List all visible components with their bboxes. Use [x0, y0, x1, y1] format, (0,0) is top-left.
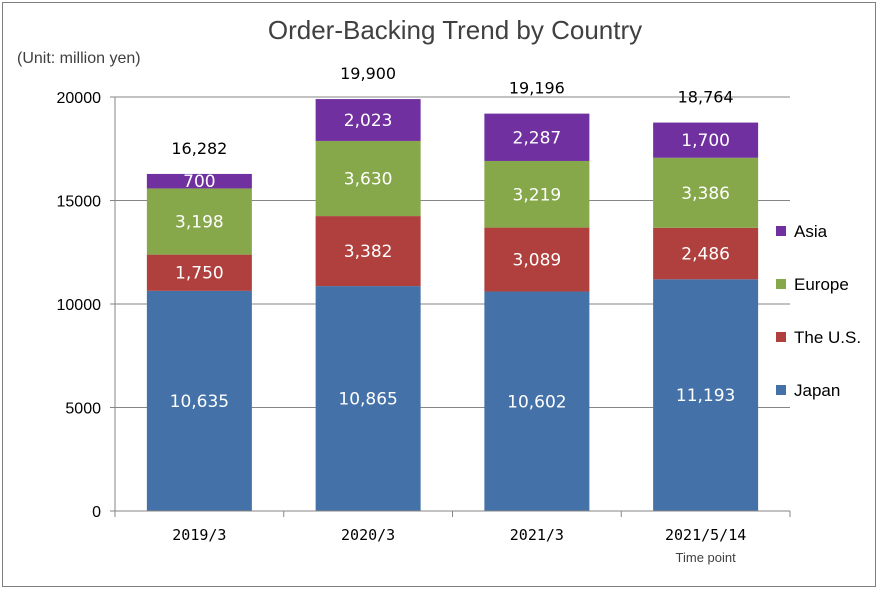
data-label-2-1: 3,630	[344, 170, 393, 190]
x-tick-sublabel-3: Time point	[676, 550, 737, 565]
data-label-3-1: 2,023	[344, 111, 393, 131]
legend: Asia Europe The U.S. Japan	[776, 222, 861, 400]
bars: 10,635 1,750 3,198 700 16,282 10,865 3,382 3,63…	[146, 64, 759, 511]
x-tick-label-3: 2021/5/14	[665, 526, 746, 544]
data-label-1-0: 1,750	[175, 264, 224, 284]
legend-swatch-3	[776, 385, 786, 395]
data-label-2-2: 3,219	[513, 185, 562, 205]
bar-the-u-s--1	[315, 216, 421, 287]
legend-label-1: Europe	[794, 275, 849, 294]
legend-swatch-0	[776, 226, 786, 236]
legend-swatch-2	[776, 332, 786, 342]
chart-title: Order-Backing Trend by Country	[268, 15, 642, 45]
bar-japan-2	[484, 291, 590, 511]
data-label-3-3: 1,700	[681, 131, 730, 151]
data-label-1-2: 3,089	[513, 251, 562, 271]
bar-europe-3	[653, 157, 759, 228]
data-label-2-0: 3,198	[175, 213, 224, 233]
data-label-0-3: 11,193	[676, 386, 735, 406]
y-tick-label-0: 0	[92, 504, 101, 521]
total-label-2: 19,196	[509, 79, 565, 98]
bar-the-u-s--2	[484, 227, 590, 292]
y-tick-label-2: 10000	[57, 297, 102, 314]
data-label-3-0: 700	[183, 172, 215, 192]
unit-label: (Unit: million yen)	[17, 50, 141, 67]
total-label-0: 16,282	[171, 139, 227, 158]
legend-swatch-1	[776, 279, 786, 289]
bar-the-u-s--3	[653, 227, 759, 280]
data-label-1-3: 2,486	[681, 245, 730, 265]
bar-the-u-s--0	[146, 254, 252, 291]
data-label-0-2: 10,602	[507, 392, 566, 412]
bar-europe-0	[146, 188, 252, 255]
y-tick-label-3: 15000	[57, 194, 102, 211]
data-label-3-2: 2,287	[513, 128, 562, 148]
bar-japan-0	[146, 290, 252, 511]
data-label-0-1: 10,865	[338, 390, 397, 410]
x-tick-label-1: 2020/3	[341, 526, 395, 544]
total-label-3: 18,764	[678, 88, 734, 107]
legend-label-3: Japan	[794, 381, 840, 400]
bar-asia-0	[146, 173, 252, 189]
total-label-1: 19,900	[340, 64, 396, 83]
axes: 0 5000 10000 15000 20000 2019/3 2020/3 2021/3 20…	[57, 90, 791, 565]
bar-asia-2	[484, 113, 590, 161]
bar-japan-1	[315, 286, 421, 511]
x-tick-label-2: 2021/3	[510, 526, 564, 544]
legend-label-2: The U.S.	[794, 328, 861, 347]
y-tick-label-1: 5000	[65, 401, 101, 418]
x-tick-label-0: 2019/3	[172, 526, 226, 544]
bar-japan-3	[653, 279, 759, 511]
data-label-1-1: 3,382	[344, 242, 393, 262]
bar-europe-2	[484, 160, 590, 228]
data-label-2-3: 3,386	[681, 184, 730, 204]
data-label-0-0: 10,635	[170, 392, 229, 412]
bar-europe-1	[315, 140, 421, 217]
bar-asia-1	[315, 99, 421, 141]
bar-asia-3	[653, 122, 759, 158]
y-tick-label-4: 20000	[57, 90, 102, 107]
chart-canvas: Order-Backing Trend by Country (Unit: mi…	[17, 15, 861, 565]
legend-label-0: Asia	[794, 222, 828, 241]
